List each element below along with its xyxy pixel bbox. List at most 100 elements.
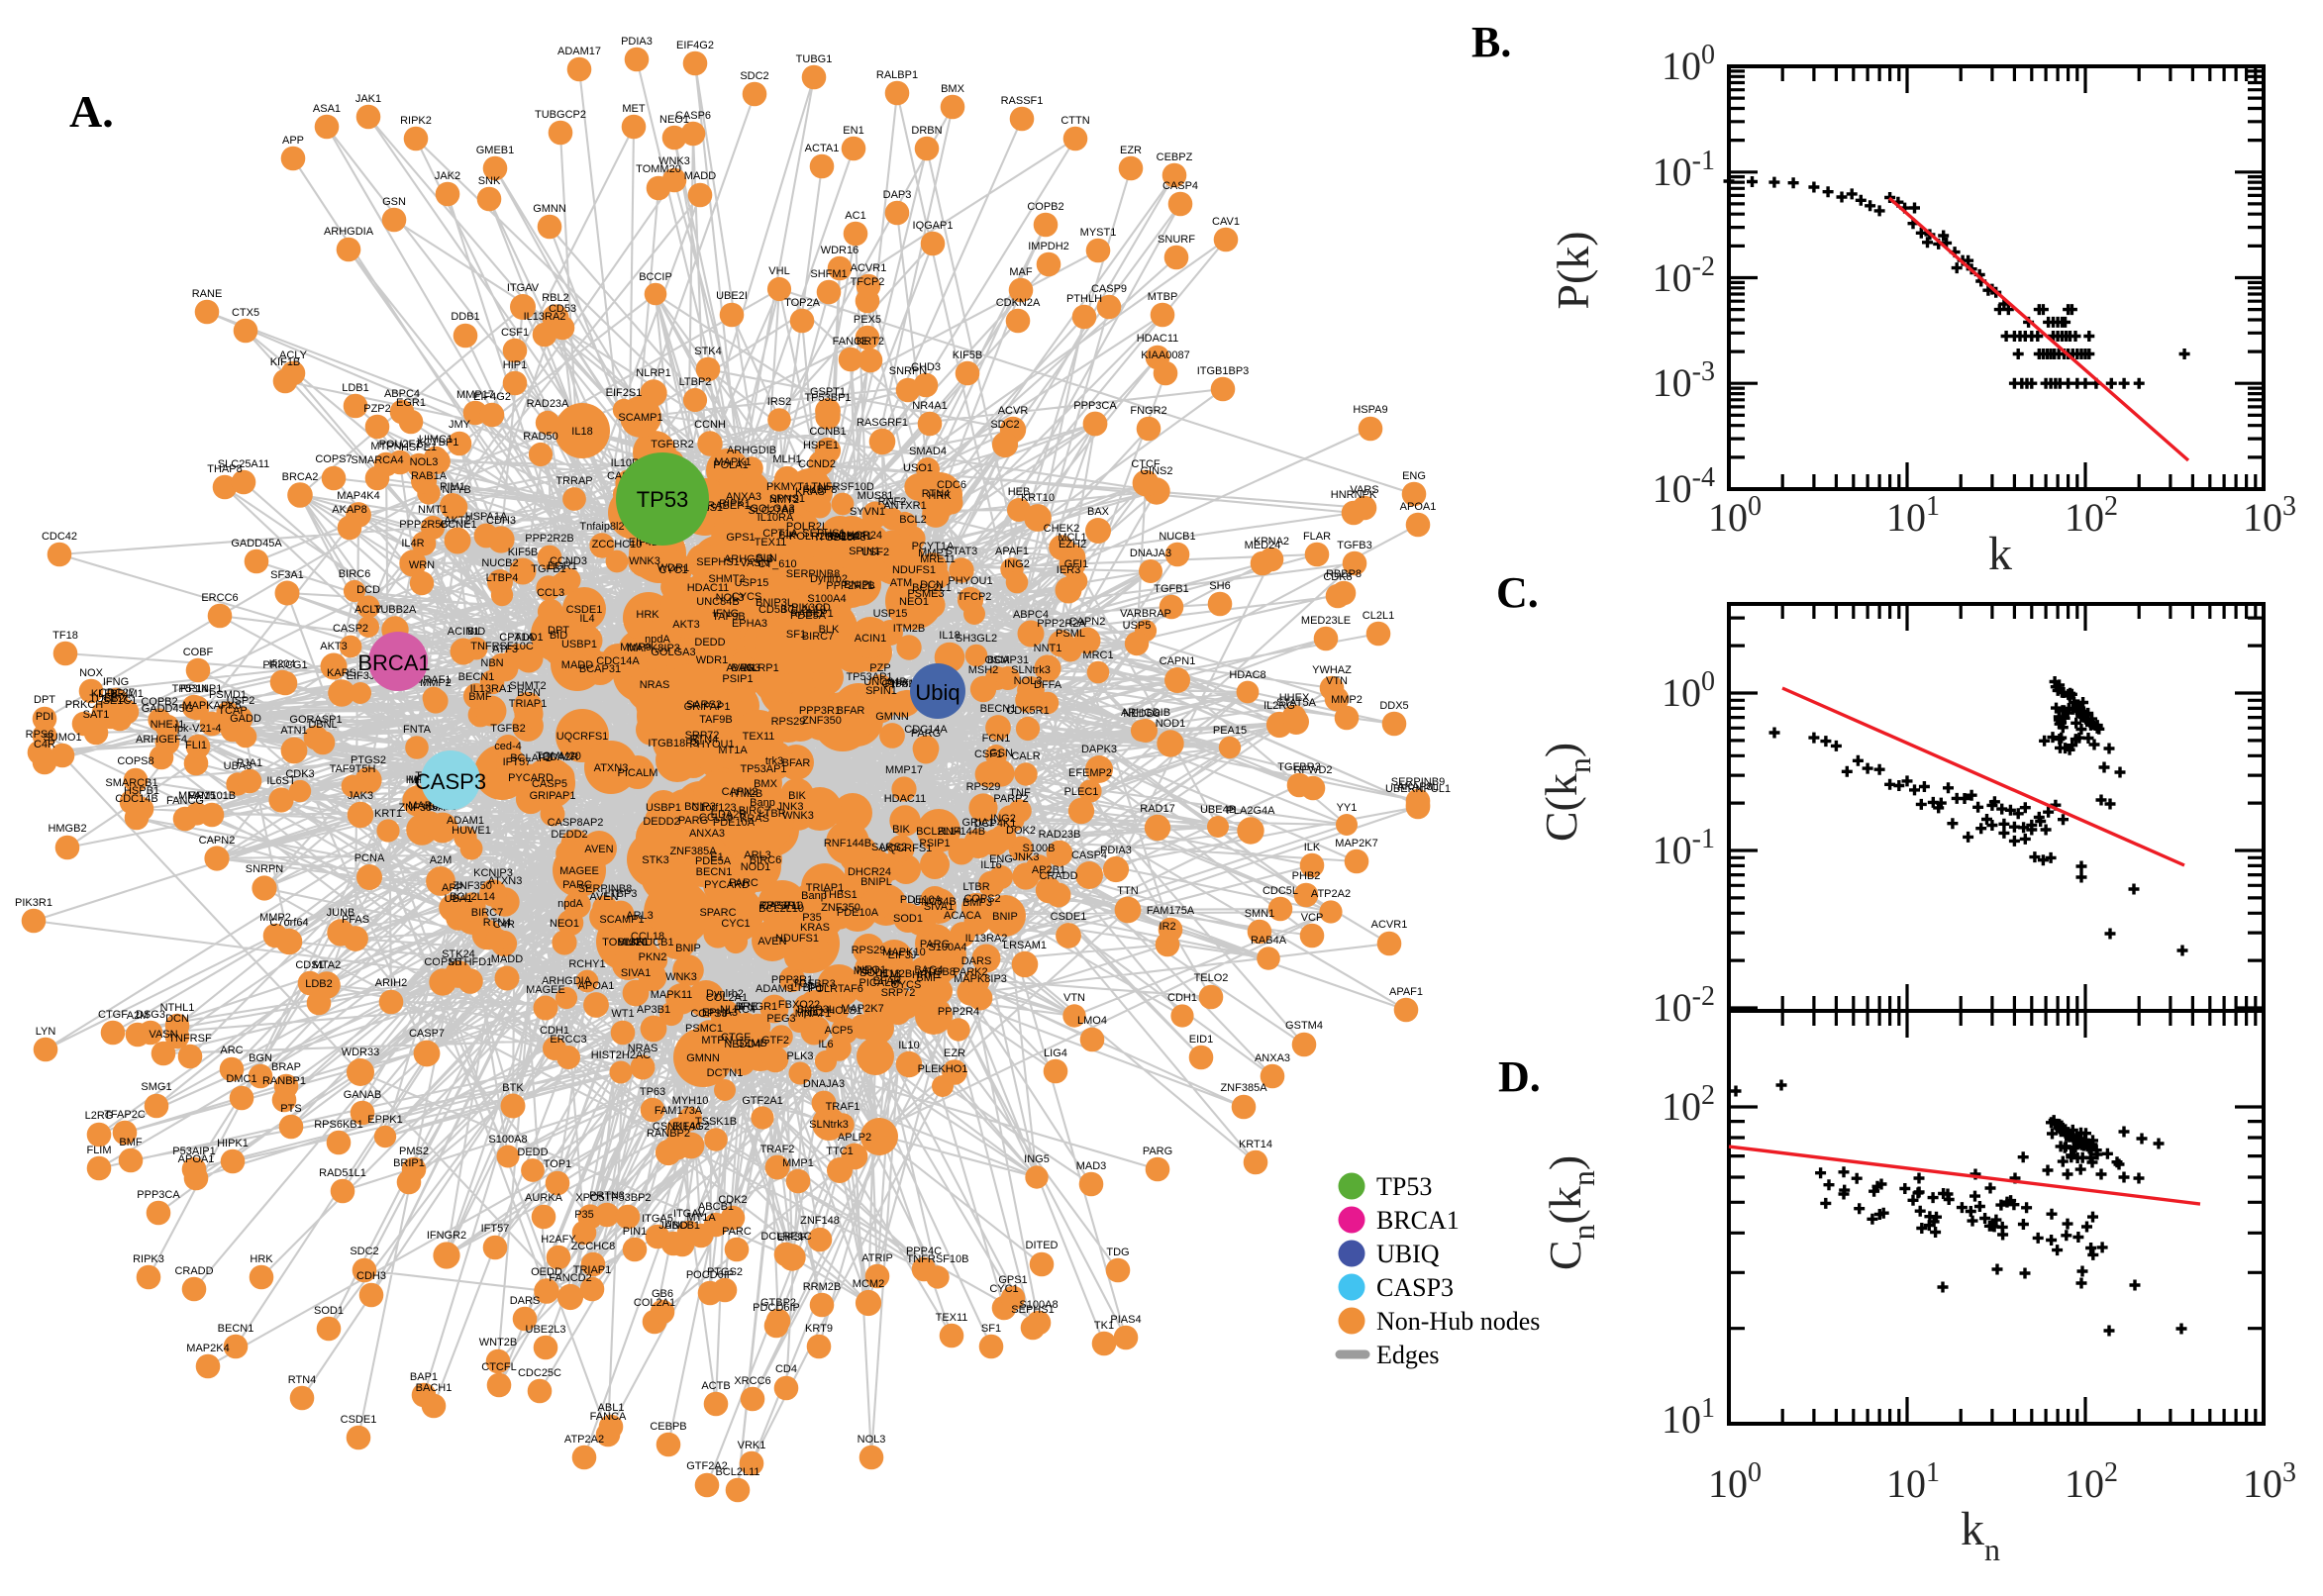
svg-text:BGN: BGN — [517, 687, 541, 699]
svg-text:AVEN: AVEN — [584, 844, 613, 855]
svg-text:FNTA: FNTA — [403, 724, 432, 736]
svg-text:BIRC7: BIRC7 — [739, 805, 770, 817]
svg-text:JMY: JMY — [449, 419, 471, 431]
svg-text:MAP4K4: MAP4K4 — [337, 490, 379, 502]
svg-text:POLA1: POLA1 — [713, 459, 748, 471]
svg-text:CCNE1: CCNE1 — [440, 519, 476, 531]
svg-text:k: k — [1988, 528, 2012, 580]
svg-text:TEX11: TEX11 — [755, 537, 787, 549]
svg-text:MAP2K4: MAP2K4 — [186, 1343, 229, 1354]
svg-text:BMF: BMF — [119, 1137, 143, 1148]
svg-text:PICALM: PICALM — [859, 977, 900, 989]
svg-text:PKN2: PKN2 — [639, 951, 667, 963]
svg-text:BCAP31: BCAP31 — [987, 654, 1029, 666]
svg-text:BECN1: BECN1 — [696, 866, 733, 878]
svg-text:NR4A1: NR4A1 — [912, 400, 947, 412]
svg-text:SLC25A11: SLC25A11 — [218, 458, 269, 470]
svg-text:RBL2: RBL2 — [542, 292, 569, 304]
svg-text:GMEB1: GMEB1 — [476, 145, 515, 156]
svg-text:PEX5: PEX5 — [854, 314, 881, 326]
svg-text:TNFRSF10D: TNFRSF10D — [811, 481, 874, 493]
svg-text:GRIPAP1: GRIPAP1 — [684, 701, 731, 713]
svg-text:EDA2R: EDA2R — [711, 809, 748, 821]
svg-text:EIF3J: EIF3J — [347, 670, 375, 682]
svg-text:PPP2R2A: PPP2R2A — [1037, 618, 1086, 630]
svg-text:FANCD2: FANCD2 — [549, 1272, 591, 1284]
svg-text:WDR1: WDR1 — [696, 654, 728, 666]
svg-text:HIP1: HIP1 — [503, 359, 527, 371]
svg-text:CASP9: CASP9 — [1091, 283, 1127, 295]
svg-text:CDH3: CDH3 — [356, 1270, 386, 1282]
svg-text:DCD: DCD — [356, 584, 380, 596]
svg-text:SF3A1: SF3A1 — [270, 569, 304, 581]
svg-text:DCN: DCN — [165, 1013, 189, 1025]
svg-text:RNF144B: RNF144B — [824, 838, 871, 849]
svg-text:SLNtrk3: SLNtrk3 — [809, 1119, 849, 1131]
svg-text:DCTN1: DCTN1 — [707, 1067, 744, 1079]
svg-text:PCNA: PCNA — [354, 852, 385, 864]
svg-text:S100B: S100B — [1022, 843, 1055, 854]
svg-text:TP63: TP63 — [640, 1086, 665, 1098]
svg-text:MET: MET — [622, 103, 646, 115]
svg-text:ACLY: ACLY — [354, 604, 383, 616]
svg-text:PSML: PSML — [1056, 628, 1085, 640]
svg-text:RAB4A: RAB4A — [1251, 935, 1287, 947]
svg-text:ABCB1: ABCB1 — [698, 1201, 734, 1213]
svg-text:PDI: PDI — [36, 711, 53, 723]
svg-text:DITED: DITED — [1026, 1240, 1059, 1251]
svg-text:PARP2: PARP2 — [993, 793, 1028, 805]
svg-text:AVEN: AVEN — [589, 891, 618, 903]
svg-text:PRIM1: PRIM1 — [110, 688, 144, 700]
svg-text:ATXN3: ATXN3 — [488, 875, 523, 887]
svg-text:GB6: GB6 — [652, 1288, 673, 1300]
svg-text:GRIPAP1: GRIPAP1 — [530, 790, 576, 802]
svg-text:BAG3: BAG3 — [731, 662, 759, 674]
svg-text:ILK: ILK — [1304, 842, 1321, 853]
svg-text:ABPC4: ABPC4 — [1013, 609, 1049, 621]
svg-text:WNK3: WNK3 — [629, 555, 660, 567]
svg-text:BRE: BRE — [736, 1001, 758, 1013]
svg-text:MAGEE: MAGEE — [526, 984, 565, 996]
svg-text:EPHA3: EPHA3 — [702, 1007, 738, 1019]
svg-text:VARBRAP: VARBRAP — [1120, 608, 1171, 620]
svg-text:OSM: OSM — [984, 654, 1009, 666]
svg-text:NMT1: NMT1 — [418, 504, 448, 516]
svg-text:KRAS: KRAS — [740, 813, 769, 825]
svg-text:XRCC6: XRCC6 — [734, 1375, 770, 1387]
svg-text:JUNB: JUNB — [327, 907, 355, 919]
svg-text:PPP3R1: PPP3R1 — [759, 900, 801, 912]
svg-text:OEDD: OEDD — [531, 1266, 562, 1278]
svg-text:ITM2B: ITM2B — [893, 623, 925, 635]
svg-text:UBERNPUL1: UBERNPUL1 — [1385, 783, 1451, 795]
svg-text:JUND: JUND — [658, 1220, 687, 1232]
svg-text:A2M: A2M — [127, 1010, 150, 1022]
svg-text:ANXA3: ANXA3 — [689, 828, 725, 840]
svg-text:COPS2: COPS2 — [963, 893, 1000, 905]
svg-text:FBXO22: FBXO22 — [778, 999, 820, 1011]
svg-text:PTS: PTS — [280, 1103, 301, 1115]
svg-text:ZNF385A: ZNF385A — [1220, 1082, 1267, 1094]
svg-text:HRK: HRK — [928, 490, 952, 502]
svg-text:NRAS: NRAS — [640, 679, 670, 691]
svg-text:TGFBR2: TGFBR2 — [651, 439, 693, 450]
svg-text:PDE10A: PDE10A — [900, 894, 943, 906]
svg-text:BLK: BLK — [819, 624, 840, 636]
svg-text:COPS8: COPS8 — [117, 755, 153, 767]
svg-text:HHEX: HHEX — [1279, 692, 1310, 704]
svg-text:DEDD: DEDD — [694, 637, 725, 648]
svg-text:PSMC1: PSMC1 — [685, 1023, 723, 1035]
svg-text:BCCIP: BCCIP — [639, 271, 672, 283]
svg-text:APAF1: APAF1 — [995, 546, 1029, 557]
svg-text:B.: B. — [1471, 18, 1511, 66]
svg-text:SRP72: SRP72 — [881, 987, 916, 999]
svg-text:MRC1: MRC1 — [1082, 649, 1113, 661]
svg-text:TFCP2: TFCP2 — [958, 591, 992, 603]
svg-text:TRAF1: TRAF1 — [417, 674, 452, 686]
svg-text:IFNG: IFNG — [713, 608, 739, 620]
svg-text:SMAD4: SMAD4 — [909, 446, 947, 457]
svg-text:EIF4G2: EIF4G2 — [672, 1121, 710, 1133]
svg-text:FAM173A: FAM173A — [655, 1105, 703, 1117]
svg-text:ZNF148: ZNF148 — [800, 1215, 840, 1227]
svg-text:BNIPL: BNIPL — [860, 876, 892, 888]
svg-text:GADD: GADD — [230, 713, 261, 725]
